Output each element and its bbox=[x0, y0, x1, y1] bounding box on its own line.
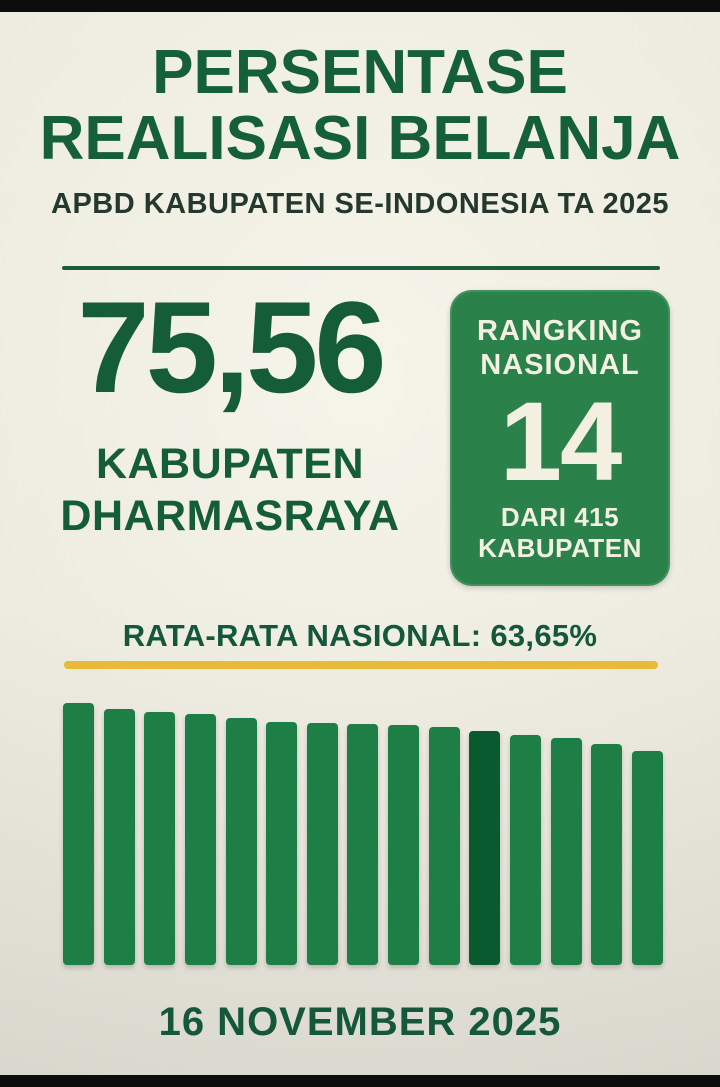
realization-percentage-value: 75,56 bbox=[77, 274, 386, 420]
title-line-2: REALISASI BELANJA bbox=[39, 104, 681, 173]
region-line-2: DHARMASRAYA bbox=[60, 492, 400, 540]
title-line-1: PERSENTASE bbox=[152, 38, 568, 107]
bottom-black-frame bbox=[0, 1075, 720, 1087]
rank-sub-line-1: DARI 415 bbox=[500, 502, 620, 532]
chart-bar bbox=[510, 735, 542, 965]
chart-bar bbox=[631, 751, 663, 965]
chart-bar bbox=[591, 744, 623, 965]
rank-label-line-2: NASIONAL bbox=[480, 349, 640, 381]
chart-bar bbox=[347, 724, 379, 965]
page-subtitle: APBD KABUPATEN SE-INDONESIA TA 2025 bbox=[51, 188, 669, 220]
rank-card-subtext: DARI 415 KABUPATEN bbox=[478, 502, 642, 564]
chart-bar bbox=[428, 727, 460, 965]
top-black-frame bbox=[0, 0, 720, 12]
chart-bar bbox=[306, 723, 338, 965]
title-divider-line bbox=[62, 266, 660, 270]
date-label: 16 NOVEMBER 2025 bbox=[158, 1000, 562, 1044]
rank-sub-line-2: KABUPATEN bbox=[478, 533, 642, 563]
rank-value: 14 bbox=[499, 379, 623, 504]
chart-bar bbox=[63, 703, 94, 965]
ranking-bar-chart bbox=[63, 703, 663, 965]
chart-bar bbox=[225, 718, 257, 965]
region-line-1: KABUPATEN bbox=[95, 440, 365, 488]
rank-card-label: RANGKING NASIONAL bbox=[477, 314, 643, 382]
region-name: KABUPATEN DHARMASRAYA bbox=[20, 438, 440, 542]
gold-divider-line bbox=[64, 661, 658, 669]
national-rank-card: RANGKING NASIONAL 14 DARI 415 KABUPATEN bbox=[450, 290, 670, 586]
chart-bar bbox=[184, 714, 216, 965]
chart-bar bbox=[144, 712, 176, 965]
page-title: PERSENTASE REALISASI BELANJA bbox=[0, 40, 720, 172]
national-average-text: RATA-RATA NASIONAL: 63,65% bbox=[122, 618, 598, 653]
chart-bar bbox=[266, 722, 298, 965]
chart-bar bbox=[388, 725, 420, 965]
chart-bar bbox=[550, 738, 582, 965]
rank-label-line-1: RANGKING bbox=[477, 315, 643, 347]
chart-bar-highlighted bbox=[469, 731, 501, 965]
chart-bar bbox=[103, 709, 135, 965]
